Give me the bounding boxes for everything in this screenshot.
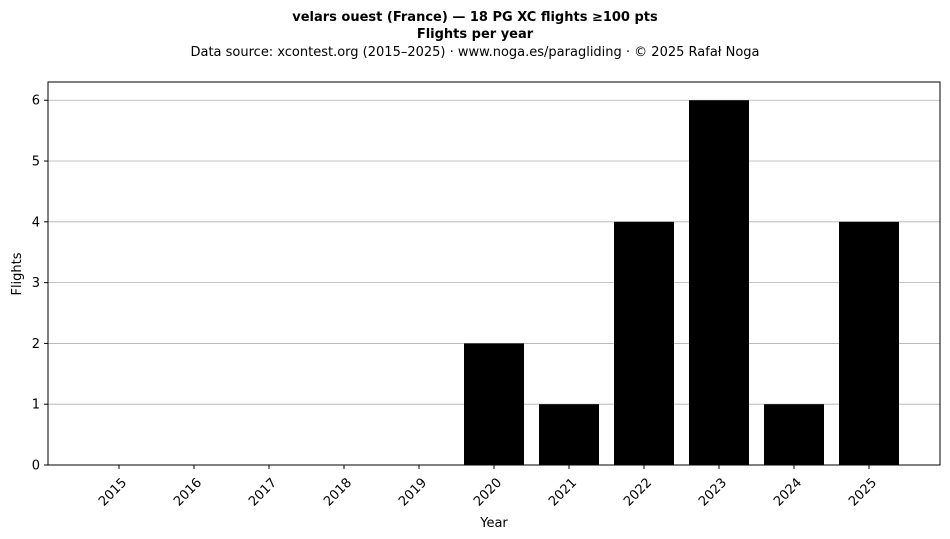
bar-2020 [464, 343, 524, 465]
y-tick-label-0: 0 [32, 459, 40, 474]
x-tick-label-2015: 2015 [96, 475, 130, 509]
x-axis-ticks: 2015 2016 2017 2018 2019 2020 2021 2022 2023 2024… [96, 465, 880, 509]
bar-2023 [689, 100, 749, 465]
x-axis-label: Year [479, 516, 508, 531]
x-tick-label-2023: 2023 [696, 475, 730, 509]
x-tick-label-2017: 2017 [246, 475, 280, 509]
y-axis-label: Flights [10, 252, 25, 295]
x-tick-label-2021: 2021 [546, 475, 580, 509]
y-axis-ticks: 0 1 2 3 4 5 6 [32, 94, 48, 474]
y-tick-label-3: 3 [32, 276, 40, 291]
bar-2021 [539, 404, 599, 465]
data-source-note: Data source: xcontest.org (2015–2025) · … [190, 45, 759, 60]
y-tick-label-2: 2 [32, 337, 40, 352]
chart-subtitle: Flights per year [417, 27, 534, 42]
x-tick-label-2016: 2016 [171, 475, 205, 509]
x-tick-label-2019: 2019 [396, 475, 430, 509]
bar-2022 [614, 221, 674, 465]
x-tick-label-2020: 2020 [471, 475, 505, 509]
x-tick-label-2022: 2022 [621, 475, 655, 509]
bars [464, 100, 899, 465]
y-tick-label-6: 6 [32, 94, 40, 109]
y-tick-label-5: 5 [32, 155, 40, 170]
y-tick-label-4: 4 [32, 215, 40, 230]
bar-2025 [839, 221, 899, 465]
chart-title: velars ouest (France) — 18 PG XC flights… [292, 10, 658, 25]
y-tick-label-1: 1 [32, 398, 40, 413]
bar-2024 [764, 404, 824, 465]
x-tick-label-2024: 2024 [771, 475, 805, 509]
x-tick-label-2018: 2018 [321, 475, 355, 509]
x-tick-label-2025: 2025 [846, 475, 880, 509]
